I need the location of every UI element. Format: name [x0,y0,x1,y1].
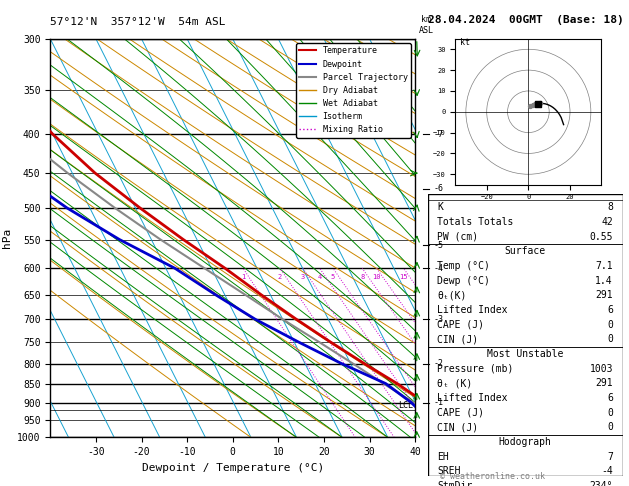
Text: -3: -3 [434,315,444,324]
Text: Surface: Surface [504,246,546,256]
Point [528,101,538,108]
Text: 5: 5 [331,274,335,280]
Text: CAPE (J): CAPE (J) [438,408,484,417]
Text: 1.4: 1.4 [595,276,613,286]
Text: 0: 0 [607,334,613,344]
Text: K: K [438,202,443,212]
Bar [428,347,623,434]
Bar [428,434,623,486]
Text: SREH: SREH [438,466,461,476]
Text: -4: -4 [434,264,444,273]
Legend: Temperature, Dewpoint, Parcel Trajectory, Dry Adiabat, Wet Adiabat, Isotherm, Mi: Temperature, Dewpoint, Parcel Trajectory… [296,43,411,138]
Text: StmDir: StmDir [438,481,473,486]
Text: CIN (J): CIN (J) [438,422,479,432]
Text: 0: 0 [607,408,613,417]
Text: Lifted Index: Lifted Index [438,305,508,315]
Text: EH: EH [438,451,449,462]
Point [533,101,543,108]
Text: 1: 1 [241,274,245,280]
Text: 28.04.2024  00GMT  (Base: 18): 28.04.2024 00GMT (Base: 18) [428,15,623,25]
Text: Lifted Index: Lifted Index [438,393,508,403]
Text: km
ASL: km ASL [419,16,433,35]
Text: 8: 8 [607,202,613,212]
Text: 6: 6 [607,393,613,403]
Text: 15: 15 [399,274,408,280]
Text: Totals Totals: Totals Totals [438,217,514,227]
Text: 7: 7 [607,451,613,462]
Text: 42: 42 [601,217,613,227]
Text: 0.55: 0.55 [589,232,613,242]
Text: Dewp (°C): Dewp (°C) [438,276,491,286]
Point [525,102,535,110]
Text: -2: -2 [434,359,444,368]
Text: θₜ (K): θₜ (K) [438,378,473,388]
Bar [428,200,623,244]
Text: 57°12'N  357°12'W  54m ASL: 57°12'N 357°12'W 54m ASL [50,17,226,27]
Text: 291: 291 [595,378,613,388]
Text: kt: kt [460,38,470,47]
Text: PW (cm): PW (cm) [438,232,479,242]
Text: Most Unstable: Most Unstable [487,349,564,359]
Text: -1: -1 [434,398,444,407]
Text: LCL: LCL [398,401,413,410]
Text: 10: 10 [372,274,381,280]
Text: -7: -7 [434,130,444,139]
Text: -6: -6 [434,184,444,193]
Text: 0: 0 [607,320,613,330]
Text: 8: 8 [360,274,364,280]
Text: -5: -5 [434,241,444,250]
Y-axis label: hPa: hPa [1,228,11,248]
Text: 0: 0 [607,422,613,432]
Text: CAPE (J): CAPE (J) [438,320,484,330]
Bar [428,244,623,347]
Point [535,100,545,107]
Text: 4: 4 [318,274,322,280]
Text: -4: -4 [601,466,613,476]
Point [533,100,543,107]
Point [530,100,540,108]
Text: 2: 2 [278,274,282,280]
Text: © weatheronline.co.uk: © weatheronline.co.uk [440,472,545,481]
Text: θₜ(K): θₜ(K) [438,290,467,300]
Text: Temp (°C): Temp (°C) [438,261,491,271]
Text: CIN (J): CIN (J) [438,334,479,344]
Text: 1003: 1003 [589,364,613,374]
Text: Pressure (mb): Pressure (mb) [438,364,514,374]
Text: 234°: 234° [589,481,613,486]
X-axis label: Dewpoint / Temperature (°C): Dewpoint / Temperature (°C) [142,463,324,473]
Text: 291: 291 [595,290,613,300]
Text: 3: 3 [301,274,305,280]
Text: Hodograph: Hodograph [499,437,552,447]
Text: 7.1: 7.1 [595,261,613,271]
Text: 6: 6 [607,305,613,315]
